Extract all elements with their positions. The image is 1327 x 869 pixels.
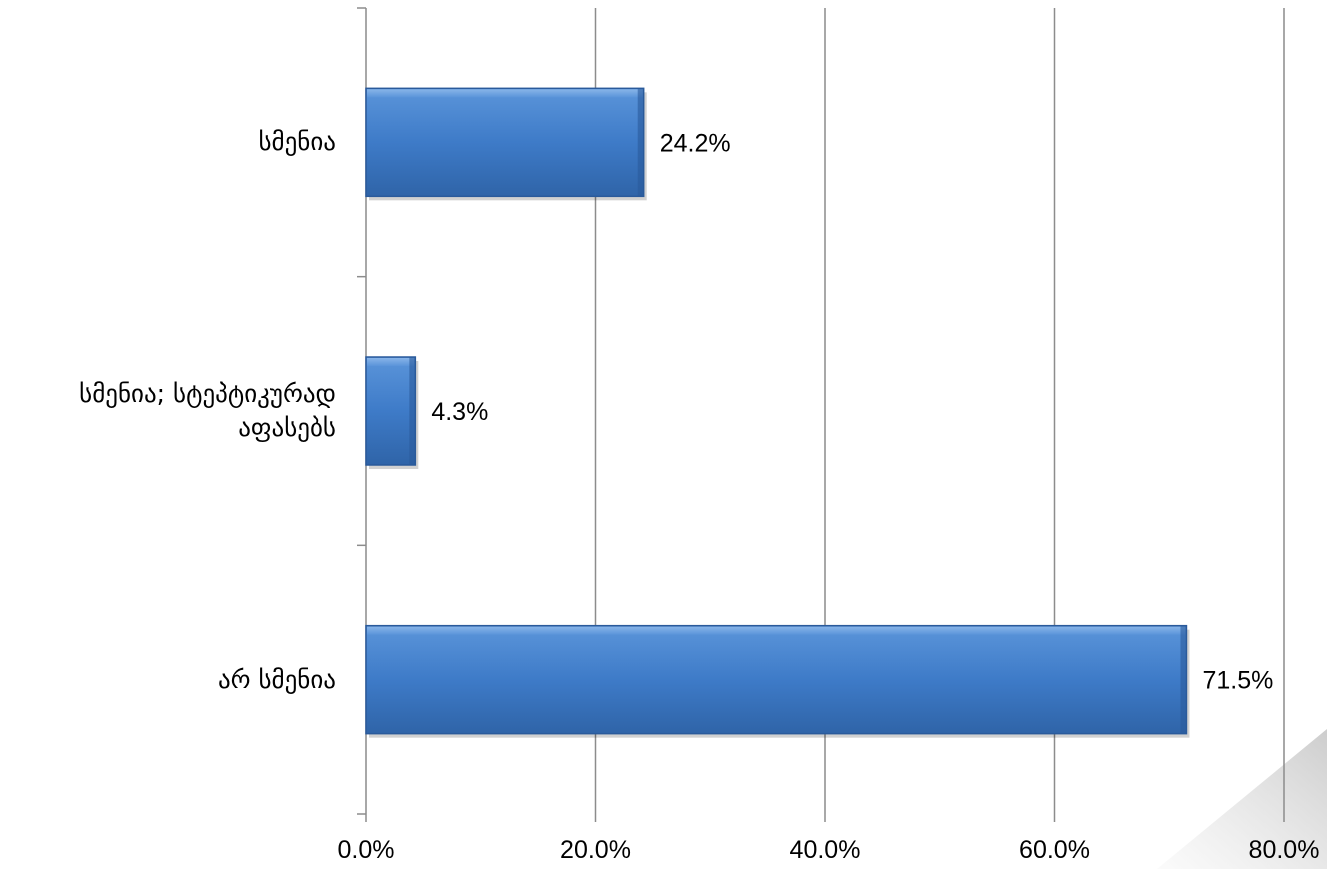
data-label: 24.2% [660,129,731,157]
x-tick-label: 0.0% [338,836,395,864]
category-label: სმენია [258,127,336,157]
bars [365,87,1190,738]
data-label: 71.5% [1202,667,1273,695]
bar-end [1180,625,1187,734]
bar [365,87,645,198]
x-tick-label: 80.0% [1249,836,1320,864]
data-label: 4.3% [431,398,488,426]
x-tick-label: 60.0% [1019,836,1090,864]
labels: 0.0% 20.0% 40.0% 60.0% 80.0% 24.2% 4.3% 71.5% [338,129,1320,864]
bar [365,624,1188,735]
x-tick-label: 20.0% [560,836,631,864]
category-label: არ სმენია [217,664,336,694]
x-tick-label: 40.0% [790,836,861,864]
bar-end [637,88,644,197]
bar-end [409,357,416,465]
bar-bevel [367,358,415,366]
category-label: სმენია; სტეპტიკურად აფასებს [79,379,336,442]
bar [365,356,417,466]
bar-bevel [367,626,1186,635]
bar-bevel [367,89,643,98]
